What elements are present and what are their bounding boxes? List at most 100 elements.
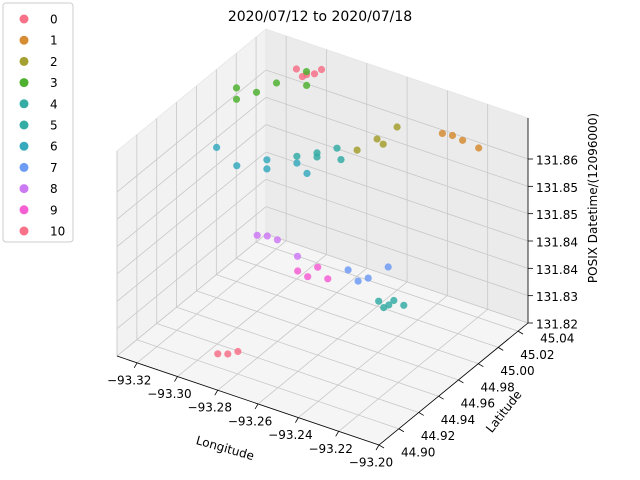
data-point-series-9 xyxy=(304,273,312,281)
x-tick-mark xyxy=(295,417,299,423)
y-grid-line xyxy=(236,258,499,348)
y-tick-mark xyxy=(418,412,424,416)
data-point-series-2 xyxy=(379,140,387,148)
z-tick-label: 131.83 xyxy=(536,290,578,304)
x-tick-mark xyxy=(375,444,380,451)
y-grid-line xyxy=(196,290,459,381)
legend-label-7: 7 xyxy=(50,161,58,175)
z-grid-line xyxy=(116,69,267,193)
data-point-series-0 xyxy=(317,65,326,74)
x-tick-label: −93.30 xyxy=(147,387,191,401)
y-tick-label: 44.90 xyxy=(401,446,435,460)
x-grid-line xyxy=(298,295,448,418)
z-tick-label: 131.82 xyxy=(536,318,578,332)
z-grid-line xyxy=(265,206,529,297)
chart-title: 2020/07/12 to 2020/07/18 xyxy=(228,9,412,25)
y-grid-line xyxy=(216,274,479,365)
axis-panes xyxy=(116,28,529,446)
legend: 0 1 2 3 4 5 6 7 8 9 10 xyxy=(2,2,74,243)
data-point-series-6 xyxy=(213,143,221,151)
grid-lines xyxy=(116,35,529,446)
x-grid-line xyxy=(338,308,488,432)
z-grid-line xyxy=(116,151,267,275)
data-point-series-4 xyxy=(313,153,321,161)
data-point-series-0 xyxy=(292,65,300,73)
legend-frame xyxy=(2,2,74,243)
x-tick-label: −93.26 xyxy=(228,414,272,428)
y-tick-mark xyxy=(398,428,405,433)
z-grid-line xyxy=(116,233,267,357)
legend-marker-8 xyxy=(19,184,29,194)
legend-marker-3 xyxy=(19,78,29,88)
legend-marker-4 xyxy=(19,99,29,109)
y-grid-line xyxy=(136,339,399,430)
data-point-series-4 xyxy=(337,156,345,164)
legend-marker-7 xyxy=(19,162,29,172)
z-axis-label: POSIX Datetime/(12096000) xyxy=(586,113,600,283)
z-grid-line xyxy=(265,233,529,324)
data-point-series-2 xyxy=(353,146,361,154)
x-tick-label: −93.32 xyxy=(107,373,151,387)
data-point-series-4 xyxy=(333,144,341,152)
x-tick-mark xyxy=(214,390,219,396)
data-point-series-3 xyxy=(232,95,241,103)
data-point-series-4 xyxy=(293,152,301,160)
y-axis-label: Latitude xyxy=(483,388,524,436)
x-grid-line xyxy=(136,240,287,364)
z-grid-line xyxy=(116,206,267,329)
z-tick-label: 131.85 xyxy=(536,208,578,222)
data-point-series-0 xyxy=(298,73,306,81)
data-point-series-5 xyxy=(385,301,393,309)
data-point-series-5 xyxy=(390,296,398,305)
legend-label-6: 6 xyxy=(50,140,58,154)
z-grid-line xyxy=(116,97,267,220)
data-point-series-6 xyxy=(293,159,301,167)
data-point-series-3 xyxy=(302,68,311,76)
data-point-series-0 xyxy=(310,70,319,78)
data-point-series-1 xyxy=(459,136,467,144)
x-tick-label: −93.28 xyxy=(188,401,232,415)
data-point-series-8 xyxy=(293,252,302,260)
x-tick-mark xyxy=(335,431,340,437)
data-point-series-9 xyxy=(324,275,332,283)
x-tick-mark xyxy=(133,362,138,369)
data-point-series-1 xyxy=(475,144,483,152)
x-tick-label: −93.20 xyxy=(349,456,393,470)
legend-marker-0 xyxy=(19,14,29,24)
z-grid-line xyxy=(265,96,529,187)
data-point-series-7 xyxy=(364,274,372,282)
y-tick-mark xyxy=(378,444,385,449)
data-point-series-9 xyxy=(294,267,302,275)
tick-labels: −93.32−93.30−93.28−93.26−93.24−93.22−93.… xyxy=(107,154,578,470)
legend-label-4: 4 xyxy=(50,97,58,111)
legend-label-2: 2 xyxy=(50,55,58,69)
x-axis-line xyxy=(116,355,380,446)
data-point-series-3 xyxy=(232,84,241,92)
data-point-series-2 xyxy=(393,123,401,131)
data-point-series-8 xyxy=(253,231,261,239)
z-grid-line xyxy=(116,179,267,302)
data-point-series-2 xyxy=(373,135,381,143)
data-point-series-10 xyxy=(214,350,222,358)
x-tick-label: −93.22 xyxy=(308,442,352,456)
data-point-series-7 xyxy=(384,263,392,271)
y-tick-label: 45.04 xyxy=(540,332,574,346)
y-tick-mark xyxy=(458,379,464,384)
z-grid-line xyxy=(116,124,267,247)
x-grid-line xyxy=(177,254,327,377)
x-tick-mark xyxy=(174,376,178,382)
y-tick-mark xyxy=(478,363,484,368)
legend-label-5: 5 xyxy=(50,119,58,133)
y-tick-label: 44.92 xyxy=(421,429,455,443)
z-grid-line xyxy=(265,178,529,269)
legend-label-3: 3 xyxy=(50,76,58,90)
legend-label-9: 9 xyxy=(50,203,58,217)
data-point-series-8 xyxy=(273,236,281,244)
data-point-series-3 xyxy=(303,81,311,89)
x-grid-line xyxy=(257,281,408,405)
data-point-series-1 xyxy=(438,129,446,137)
legend-marker-1 xyxy=(19,35,29,45)
data-point-series-7 xyxy=(344,266,352,274)
y-grid-line xyxy=(156,323,419,413)
legend-label-10: 10 xyxy=(50,225,65,239)
